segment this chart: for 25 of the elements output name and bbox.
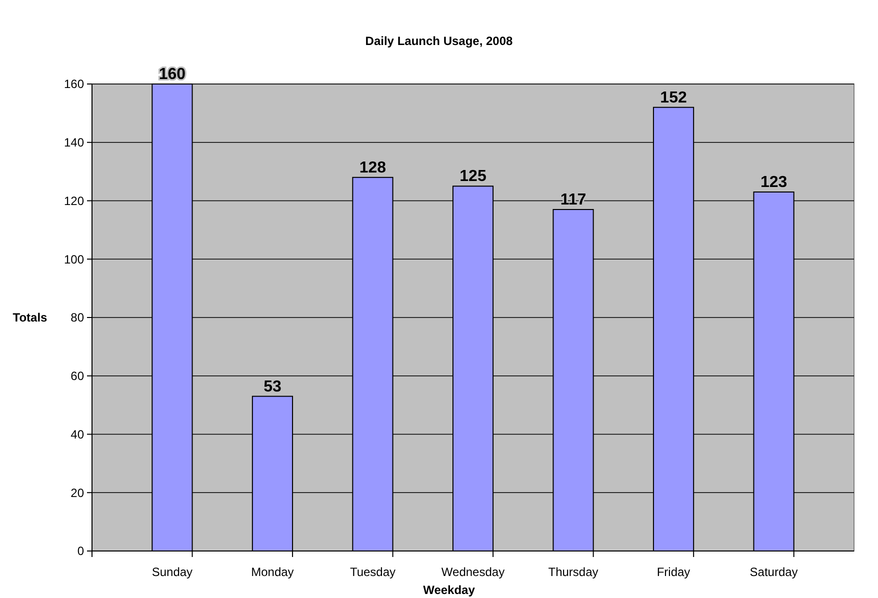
chart-title: Daily Launch Usage, 2008 (365, 34, 514, 48)
x-axis-title: Weekday (423, 583, 476, 597)
x-tick-label: Tuesday (350, 565, 396, 579)
x-tick-label: Friday (656, 565, 690, 579)
y-tick-label: 60 (70, 369, 84, 384)
y-tick-label: 0 (77, 544, 84, 558)
y-tick-label: 160 (64, 77, 84, 92)
y-axis-title: Totals (12, 310, 48, 325)
x-tick-label: Saturday (750, 565, 798, 579)
x-tick-label: Monday (251, 565, 294, 579)
data-label: 160 (158, 66, 186, 83)
data-label: 53 (264, 378, 282, 396)
y-tick-label: 140 (64, 136, 84, 150)
x-tick-label: Sunday (152, 565, 193, 579)
data-label: 128 (359, 159, 386, 176)
y-tick-label: 40 (70, 427, 84, 442)
y-tick-label: 120 (64, 194, 84, 208)
y-tick-label: 20 (70, 486, 84, 500)
data-label: 125 (460, 168, 486, 186)
data-label: 152 (660, 89, 687, 106)
data-label: 123 (760, 174, 788, 191)
x-tick-label: Wednesday (441, 565, 505, 579)
y-tick-label: 100 (64, 252, 84, 266)
y-tick-label: 80 (70, 310, 84, 325)
x-tick-label: Thursday (548, 565, 598, 579)
